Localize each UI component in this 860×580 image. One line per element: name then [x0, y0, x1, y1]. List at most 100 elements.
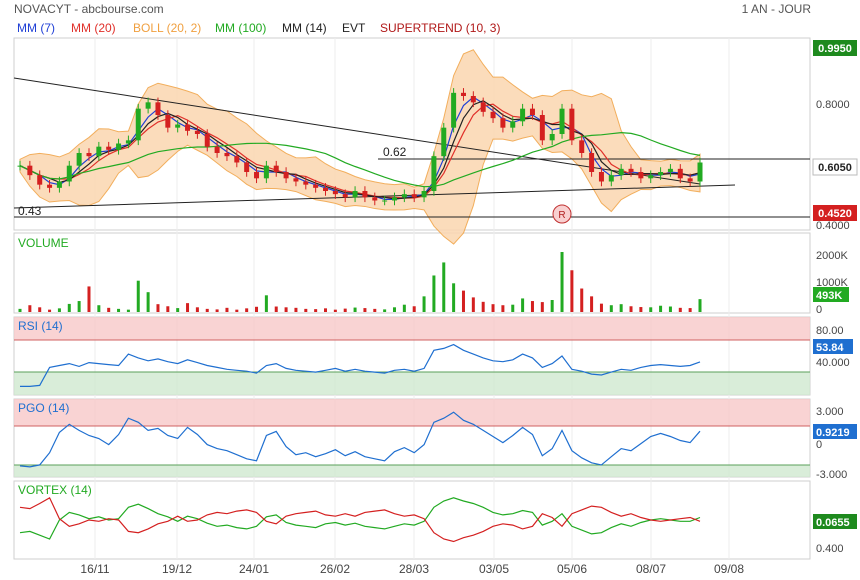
volume-bar — [678, 307, 682, 312]
volume-bar — [422, 296, 426, 312]
volume-bar — [225, 307, 229, 312]
r-marker-label: R — [558, 210, 565, 221]
candle-body — [421, 191, 427, 198]
candle-body — [431, 156, 437, 191]
vortex-last-label: 0.0655 — [816, 517, 850, 529]
last-price-label: 0.6050 — [818, 162, 852, 174]
pgo-tick-3: 3.000 — [816, 406, 844, 418]
candle-body — [86, 153, 92, 157]
high-price-label: 0.9950 — [818, 43, 852, 55]
volume-bar — [146, 292, 150, 312]
volume-bar — [324, 308, 328, 312]
level-043-label: 0.43 — [18, 204, 42, 218]
candle-body — [362, 191, 368, 198]
volume-bar — [373, 308, 377, 312]
volume-bar — [471, 297, 475, 312]
volume-bar — [452, 283, 456, 312]
x-tick-label: 28/03 — [399, 562, 429, 576]
price-panel-frame — [13, 37, 811, 231]
price-candles — [17, 88, 703, 206]
volume-panel-title: VOLUME — [18, 236, 69, 250]
rsi-panel-title: RSI (14) — [18, 319, 63, 333]
vortex-last-badge — [813, 514, 857, 529]
volume-bar — [87, 286, 91, 312]
volume-bar — [294, 307, 298, 312]
candle-body — [263, 165, 269, 179]
candle-body — [352, 191, 358, 198]
x-tick-label: 19/12 — [162, 562, 192, 576]
candle-body — [411, 194, 417, 198]
candle-body — [470, 96, 476, 103]
candle-body — [539, 115, 545, 141]
volume-bar — [501, 305, 505, 312]
volume-bar — [511, 304, 515, 312]
volume-tick-2000k: 2000K — [816, 250, 848, 262]
volume-bar — [432, 275, 436, 312]
legend-boll[interactable]: BOLL (20, 2) — [133, 21, 201, 35]
volume-bar — [48, 309, 52, 312]
low-price-label: 0.4520 — [818, 208, 852, 220]
legend-mm7[interactable]: MM (7) — [17, 21, 55, 35]
volume-bar — [619, 304, 623, 312]
candle-body — [303, 181, 309, 185]
volume-bar — [402, 304, 406, 312]
r-marker[interactable]: R — [552, 204, 572, 224]
volume-bar — [343, 308, 347, 312]
volume-bar — [590, 296, 594, 312]
candle-body — [677, 168, 683, 179]
candle-body — [618, 168, 624, 176]
bollinger-fill — [19, 49, 701, 245]
legend-supertrend[interactable]: SUPERTREND (10, 3) — [380, 21, 500, 35]
chart-title: NOVACYT - abcbourse.com — [14, 2, 164, 16]
volume-bar — [609, 305, 613, 312]
candle-body — [628, 168, 634, 172]
candle-body — [697, 162, 703, 182]
candle-body — [332, 191, 338, 195]
volume-bar — [97, 305, 101, 312]
candle-body — [598, 172, 604, 182]
period-label[interactable]: 1 AN - JOUR — [742, 2, 812, 16]
pgo-last-label: 0.9219 — [816, 427, 850, 439]
candle-body — [638, 172, 644, 179]
candle-body — [135, 108, 141, 141]
volume-panel-frame — [13, 232, 811, 314]
volume-bar — [304, 308, 308, 312]
candle-body — [648, 175, 654, 179]
candle-body — [27, 165, 33, 176]
candle-body — [254, 172, 260, 179]
bollinger-band — [19, 49, 701, 245]
legend-mm14[interactable]: MM (14) — [282, 21, 327, 35]
pgo-series — [19, 411, 701, 468]
pgo-tick-0: 0 — [816, 439, 822, 451]
candle-body — [589, 153, 595, 172]
vortex-panel-frame — [13, 480, 811, 560]
volume-last-label: 493K — [816, 290, 842, 302]
candle-body — [47, 184, 53, 188]
candle-body — [155, 102, 161, 115]
volume-bar — [649, 307, 653, 312]
legend-evt[interactable]: EVT — [342, 21, 366, 35]
volume-bar — [156, 304, 160, 312]
x-axis: 16/11 19/12 24/01 26/02 28/03 03/05 05/06 08/07… — [80, 562, 744, 576]
rsi-last-badge — [813, 339, 853, 354]
volume-bar — [392, 307, 396, 312]
vortex-tick-0400: 0.400 — [816, 543, 844, 555]
price-axis: 0.9950 0.8000 0.6050 0.4520 0.4000 — [812, 40, 858, 232]
rsi-tick-40: 40.000 — [816, 357, 850, 369]
x-tick-label: 08/07 — [636, 562, 666, 576]
candle-body — [667, 168, 673, 172]
candle-body — [56, 181, 62, 188]
candle-body — [244, 162, 250, 172]
pgo-line — [19, 411, 701, 468]
candle-body — [17, 165, 23, 167]
legend-mm100[interactable]: MM (100) — [215, 21, 266, 35]
candle-body — [401, 194, 407, 198]
candle-body — [185, 124, 191, 131]
pgo-overbought-zone — [14, 399, 810, 426]
candle-body — [372, 197, 378, 201]
candle-body — [500, 118, 506, 128]
legend-mm20[interactable]: MM (20) — [71, 21, 116, 35]
volume-bar — [117, 308, 121, 312]
resistance-trendline[interactable] — [13, 77, 701, 185]
mm100-line — [19, 131, 701, 188]
